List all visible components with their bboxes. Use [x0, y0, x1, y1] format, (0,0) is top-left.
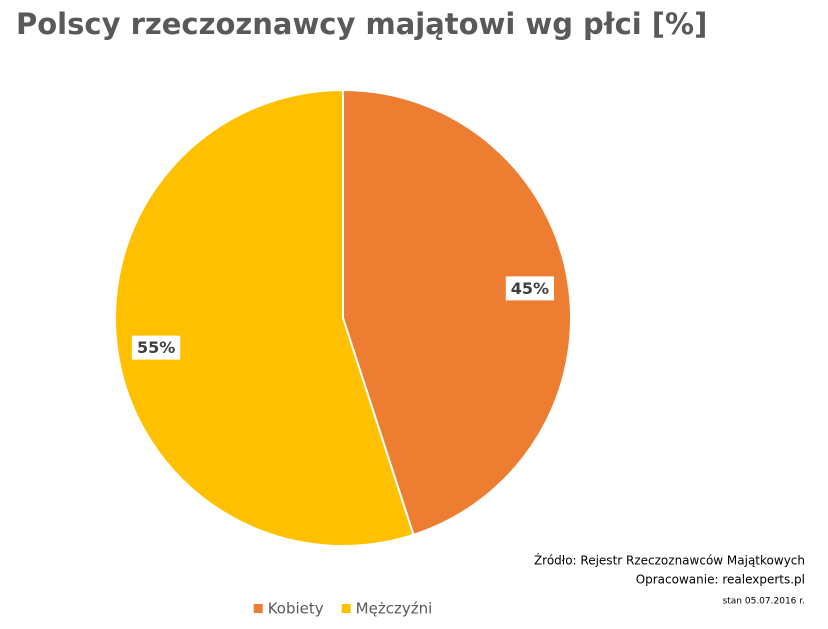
data-label: 45%: [511, 279, 549, 298]
date-note: stan 05.07.2016 r.: [723, 597, 805, 607]
pie-slice: [114, 88, 415, 547]
legend-label: Mężczyźni: [356, 600, 433, 618]
legend-swatch: [341, 604, 351, 613]
chart-title: Polscy rzeczoznawcy majątowi wg płci [%]: [16, 7, 707, 41]
data-label: 55%: [137, 338, 175, 357]
author-note: Opracowanie: realexperts.pl: [636, 573, 805, 587]
legend-swatch: [253, 604, 263, 613]
data-label-box: [131, 335, 181, 360]
data-label-box: [505, 276, 555, 301]
legend-label: Kobiety: [268, 600, 324, 618]
pie-slice: [342, 88, 572, 537]
source-note: Źródło: Rejestr Rzeczoznawców Majątkowyc…: [534, 553, 805, 568]
